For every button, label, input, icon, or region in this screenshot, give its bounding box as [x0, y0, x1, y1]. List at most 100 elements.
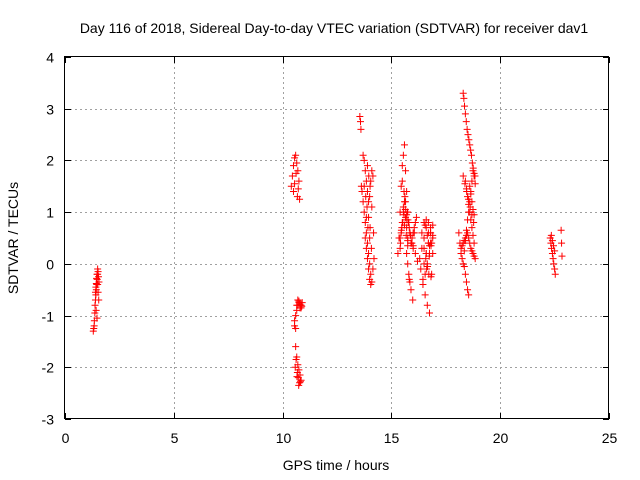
data-point: [464, 195, 472, 203]
data-point: [361, 218, 369, 226]
y-tick-label: 2: [46, 153, 54, 169]
data-point: [397, 182, 405, 190]
data-point: [363, 255, 371, 263]
data-point: [549, 255, 557, 263]
data-point: [463, 187, 471, 195]
data-point: [471, 172, 479, 180]
data-point: [292, 343, 300, 351]
data-point: [551, 265, 559, 273]
data-point: [296, 195, 304, 203]
y-tick-label: 0: [46, 257, 54, 273]
x-tick-label: 10: [276, 430, 292, 446]
data-point: [469, 231, 477, 239]
data-point: [293, 373, 301, 381]
grid-lines: [65, 57, 609, 419]
data-point: [400, 141, 408, 149]
data-point: [292, 169, 300, 177]
data-point: [405, 270, 413, 278]
plot-frame: [64, 56, 609, 419]
data-point: [467, 190, 475, 198]
data-point: [295, 381, 303, 389]
data-point: [289, 187, 297, 195]
data-point: [366, 260, 374, 268]
data-point: [363, 187, 371, 195]
data-point: [292, 312, 300, 320]
data-point: [427, 273, 435, 281]
data-point: [461, 270, 469, 278]
data-point: [362, 229, 370, 237]
data-point: [429, 221, 437, 229]
data-point: [294, 185, 302, 193]
data-point: [409, 296, 417, 304]
data-point: [429, 231, 437, 239]
data-point: [298, 302, 306, 310]
data-point: [404, 260, 412, 268]
y-tick-label: -3: [42, 412, 55, 428]
y-tick-label: -2: [42, 360, 55, 376]
data-point: [402, 198, 410, 206]
data-point: [551, 270, 559, 278]
data-point: [409, 242, 417, 250]
data-point: [462, 118, 470, 126]
data-point: [461, 110, 469, 118]
data-point: [370, 255, 378, 263]
data-point: [360, 156, 368, 164]
data-point: [416, 255, 424, 263]
data-point: [462, 278, 470, 286]
data-point: [93, 314, 101, 322]
data-point: [422, 216, 430, 224]
data-point: [550, 260, 558, 268]
data-point: [455, 229, 463, 237]
data-point: [407, 286, 415, 294]
data-point: [366, 234, 374, 242]
x-tick-labels: 0 5 10 15 20 25: [62, 430, 618, 446]
data-point: [398, 177, 406, 185]
data-point: [360, 208, 368, 216]
data-point: [470, 218, 478, 226]
data-point: [464, 229, 472, 237]
data-point: [93, 270, 101, 278]
data-point: [418, 229, 426, 237]
data-point: [367, 270, 375, 278]
data-point: [547, 231, 555, 239]
data-point: [295, 297, 303, 305]
data-point: [466, 182, 474, 190]
data-point: [399, 151, 407, 159]
data-points: [89, 89, 566, 389]
y-axis-label: SDTVAR / TECUs: [5, 182, 21, 294]
data-point: [366, 182, 374, 190]
data-point: [367, 281, 375, 289]
data-point: [459, 89, 467, 97]
data-point: [291, 363, 299, 371]
x-axis-label: GPS time / hours: [283, 457, 390, 473]
data-point: [398, 162, 406, 170]
data-point: [404, 216, 412, 224]
data-point: [550, 242, 558, 250]
data-point: [460, 94, 468, 102]
y-tick-label: 4: [46, 50, 54, 66]
data-point: [421, 291, 429, 299]
data-point: [557, 226, 565, 234]
data-point: [460, 262, 468, 270]
data-point: [551, 247, 559, 255]
data-point: [368, 167, 376, 175]
data-point: [292, 325, 300, 332]
data-point: [366, 224, 374, 232]
data-point: [291, 317, 299, 325]
data-point: [293, 306, 301, 314]
y-tick-labels: -3 -2 -1 0 1 2 3 4: [42, 50, 55, 428]
data-point: [425, 309, 433, 317]
data-point: [466, 239, 474, 247]
data-point: [292, 356, 300, 364]
data-point: [402, 167, 410, 175]
data-point: [465, 291, 473, 299]
data-point: [367, 244, 375, 252]
data-point: [468, 211, 476, 219]
x-tick-label: 0: [62, 430, 70, 446]
data-point: [401, 193, 409, 201]
data-point: [292, 151, 300, 159]
data-point: [396, 234, 404, 242]
x-tick-label: 5: [171, 430, 179, 446]
data-point: [558, 252, 566, 260]
data-point: [411, 218, 419, 226]
